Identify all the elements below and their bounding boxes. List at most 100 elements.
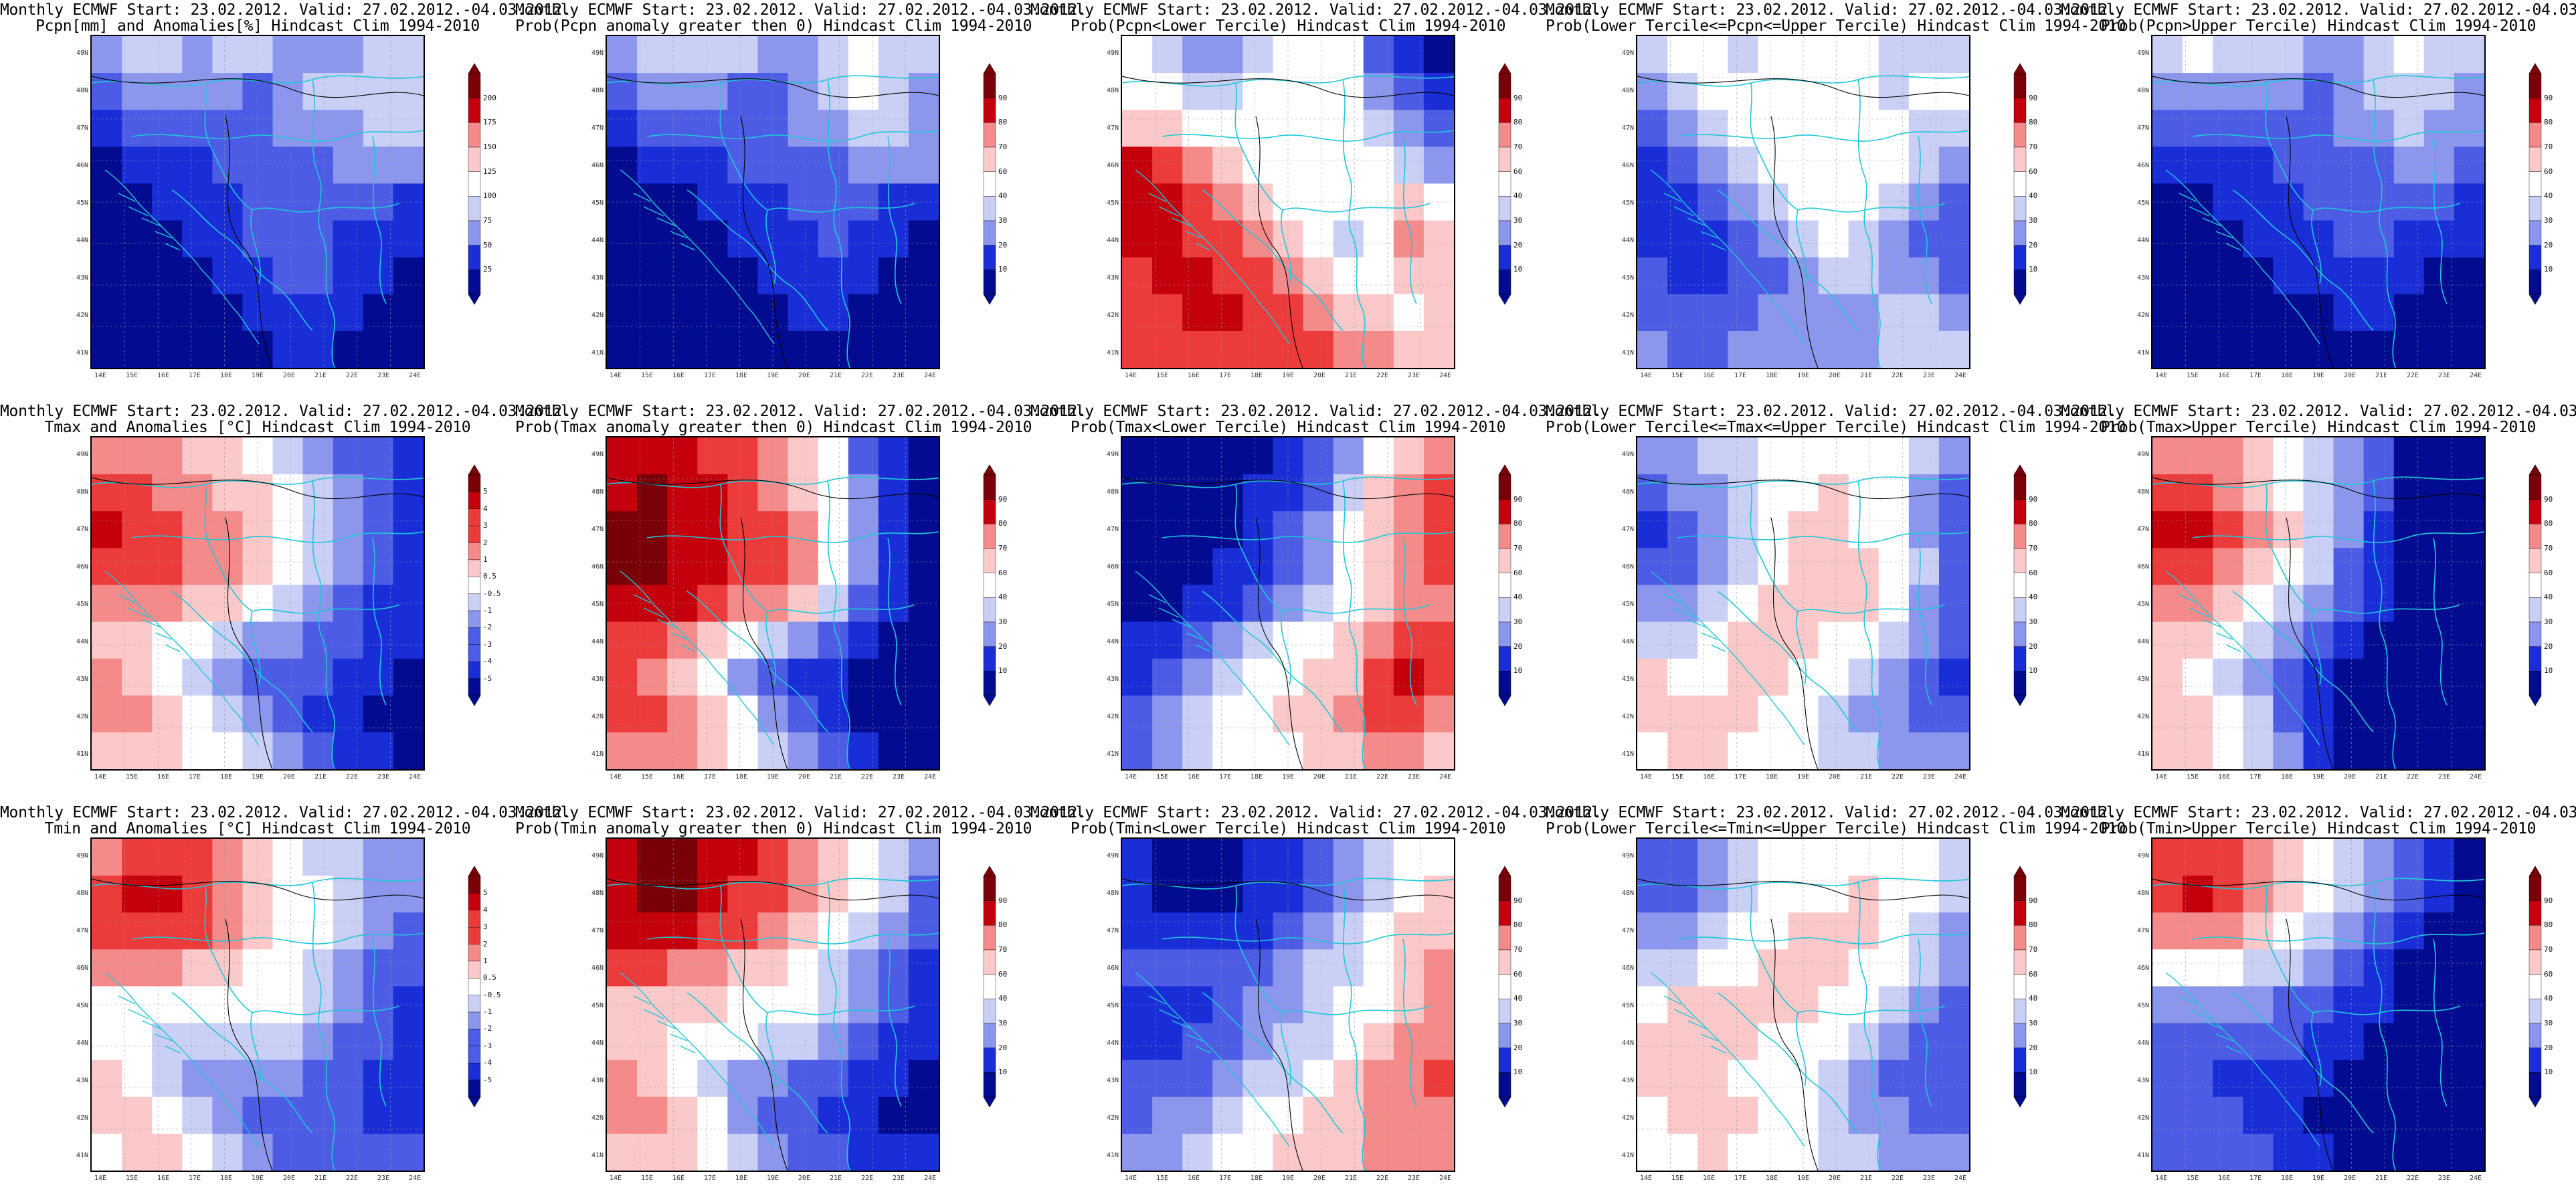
lat-label: 44N	[591, 638, 604, 645]
colorbar-tick-label: 70	[1513, 142, 1523, 151]
colorbar-tick-label: 90	[2544, 93, 2553, 102]
colorbar: 90 80 70 60 40 30 20 10	[983, 866, 1024, 1108]
lon-label: 20E	[2343, 773, 2357, 781]
lat-label: 48N	[591, 488, 604, 496]
colorbar-tick-label: 60	[2029, 969, 2038, 979]
colorbar-tick-label: 3	[483, 521, 488, 530]
colorbar-tick-label: 75	[483, 216, 492, 225]
lon-label: 23E	[892, 773, 905, 781]
colorbar-tick-label: 20	[2029, 641, 2038, 651]
lat-label: 45N	[1621, 601, 1634, 608]
lon-label: 18E	[1765, 773, 1778, 781]
lat-label: 45N	[1106, 601, 1119, 608]
lat-label: 42N	[1106, 713, 1119, 720]
colorbar-tick-label: 1	[483, 555, 488, 564]
lat-label: 42N	[591, 1114, 604, 1122]
forecast-map	[1121, 436, 1455, 771]
colorbar: 90 80 70 60 40 30 20 10	[983, 464, 1024, 706]
lat-label: 42N	[1106, 1114, 1119, 1122]
lat-label: 49N	[76, 852, 88, 860]
panel-subtitle: Prob(Pcpn>Upper Tercile) Hindcast Clim 1…	[2100, 17, 2537, 35]
colorbar-tick-label: 30	[2029, 617, 2038, 626]
colorbar-tick-label: 10	[2544, 265, 2553, 274]
colorbar-tick-label: 40	[2029, 593, 2038, 602]
colorbar-tick-label: 70	[998, 544, 1008, 553]
colorbar-tick-label: 20	[1513, 240, 1523, 249]
colorbar-tick-label: 20	[2544, 1043, 2553, 1052]
forecast-map	[606, 837, 940, 1172]
lon-label: 19E	[2312, 773, 2325, 781]
lon-label: 16E	[672, 1175, 685, 1182]
lat-label: 41N	[591, 1152, 604, 1159]
lon-label: 24E	[1954, 372, 1967, 379]
lon-label: 19E	[766, 1175, 779, 1182]
colorbar-tick-label: 2	[483, 939, 488, 948]
lon-label: 22E	[1376, 773, 1389, 781]
colorbar-tick-label: -0.5	[483, 990, 501, 999]
lon-label: 16E	[157, 773, 170, 781]
colorbar-tick-label: 30	[1513, 216, 1523, 225]
lat-label: 43N	[76, 1077, 88, 1084]
lon-label: 15E	[1156, 372, 1169, 379]
colorbar-tick-label: -4	[483, 657, 492, 666]
lat-label: 44N	[1106, 638, 1119, 645]
lat-label: 42N	[76, 713, 88, 720]
colorbar-tick-label: 20	[1513, 1043, 1523, 1052]
lat-label: 47N	[76, 927, 88, 934]
lat-label: 49N	[2136, 451, 2149, 458]
colorbar-tick-label: 30	[2029, 216, 2038, 225]
colorbar: 90 80 70 60 40 30 20 10	[1498, 63, 1539, 305]
lon-label: 21E	[1344, 1175, 1358, 1182]
colorbar-tick-label: 60	[2544, 969, 2553, 979]
colorbar-tick-label: 20	[2544, 240, 2553, 249]
panel-subtitle: Prob(Tmin anomaly greater then 0) Hindca…	[515, 820, 1032, 837]
lon-label: 22E	[1891, 1175, 1904, 1182]
lon-label: 15E	[640, 773, 654, 781]
lon-label: 23E	[892, 1175, 905, 1182]
colorbar-tick-label: 60	[998, 568, 1008, 577]
lon-label: 15E	[1671, 1175, 1684, 1182]
lon-label: 20E	[2343, 372, 2357, 379]
lat-label: 47N	[2136, 526, 2149, 533]
colorbar-tick-label: 40	[2029, 994, 2038, 1003]
panel-title: Monthly ECMWF Start: 23.02.2012. Valid: …	[2061, 1, 2576, 19]
colorbar-tick-label: 3	[483, 922, 488, 932]
colorbar-tick-label: 40	[998, 191, 1008, 201]
lon-label: 18E	[219, 1175, 233, 1182]
colorbar-tick-label: 10	[2029, 666, 2038, 676]
lat-label: 46N	[1621, 563, 1634, 571]
lat-label: 48N	[591, 890, 604, 897]
forecast-panel: Monthly ECMWF Start: 23.02.2012. Valid: …	[1546, 0, 2126, 401]
forecast-panel: Monthly ECMWF Start: 23.02.2012. Valid: …	[1030, 803, 1602, 1204]
colorbar-tick-label: 10	[998, 1068, 1008, 1077]
lon-label: 18E	[2280, 1175, 2294, 1182]
colorbar-tick-label: 30	[998, 216, 1008, 225]
colorbar-tick-label: 1	[483, 956, 488, 965]
lon-label: 16E	[1187, 1175, 1200, 1182]
lon-label: 19E	[1797, 773, 1810, 781]
forecast-panel: Monthly ECMWF Start: 23.02.2012. Valid: …	[2061, 803, 2576, 1204]
lon-label: 19E	[251, 372, 264, 379]
colorbar-tick-label: 80	[1513, 118, 1523, 127]
lon-label: 19E	[1281, 773, 1295, 781]
lon-label: 14E	[609, 773, 622, 781]
colorbar-tick-label: 10	[1513, 265, 1523, 274]
lat-label: 48N	[1106, 87, 1119, 94]
lon-label: 17E	[703, 773, 717, 781]
lon-label: 18E	[1250, 372, 1263, 379]
forecast-panel: Monthly ECMWF Start: 23.02.2012. Valid: …	[2061, 401, 2576, 803]
lon-label: 18E	[735, 372, 748, 379]
lat-label: 48N	[1106, 488, 1119, 496]
forecast-map	[1636, 436, 1970, 771]
lat-label: 49N	[591, 451, 604, 458]
lon-label: 16E	[1187, 773, 1200, 781]
lon-label: 14E	[2154, 1175, 2168, 1182]
forecast-panel: Monthly ECMWF Start: 23.02.2012. Valid: …	[0, 401, 571, 803]
colorbar: 90 80 70 60 40 30 20 10	[2013, 63, 2054, 305]
lon-label: 19E	[2312, 1175, 2325, 1182]
colorbar-tick-label: 10	[998, 265, 1008, 274]
lat-label: 49N	[76, 49, 88, 57]
colorbar-tick-label: 40	[1513, 593, 1523, 602]
lon-label: 20E	[282, 372, 296, 379]
colorbar-tick-label: 90	[1513, 896, 1523, 905]
